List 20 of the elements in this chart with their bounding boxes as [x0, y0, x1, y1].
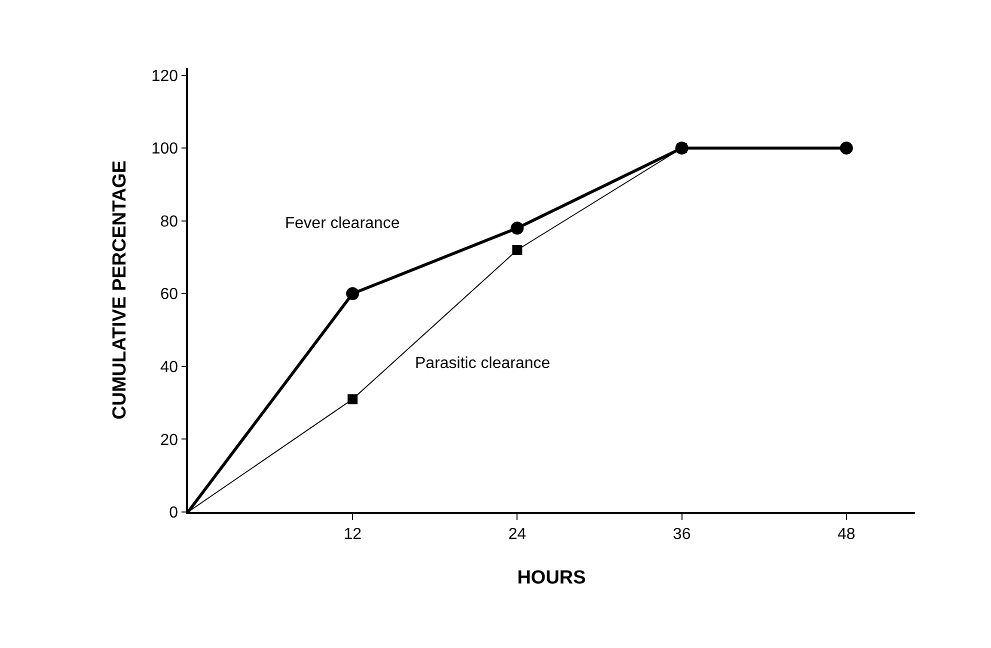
point — [348, 394, 358, 404]
series-label: Parasitic clearance — [415, 355, 550, 372]
text: Fever clearance — [285, 215, 400, 232]
x-tick-label: 48 — [838, 526, 856, 543]
x-tick-label: 24 — [508, 526, 526, 543]
x-axis-title: HOURS — [517, 567, 586, 588]
y-tick-label: 0 — [169, 504, 178, 522]
point — [840, 142, 853, 155]
y-tick-label: 40 — [160, 359, 178, 376]
y-tick-label: 80 — [160, 213, 178, 230]
point — [512, 244, 522, 255]
point — [346, 287, 360, 300]
y-tick-label: 100 — [151, 140, 178, 158]
y-tick-label: 20 — [160, 432, 178, 449]
x-tick-label: 36 — [672, 526, 691, 543]
y-axis-title: CUMULATIVE PERCENTAGE — [110, 160, 131, 420]
y-tick-label: 60 — [160, 286, 178, 304]
x-tick-label: 12 — [344, 526, 362, 543]
point — [510, 222, 524, 235]
y-tick-label: 120 — [151, 68, 178, 85]
